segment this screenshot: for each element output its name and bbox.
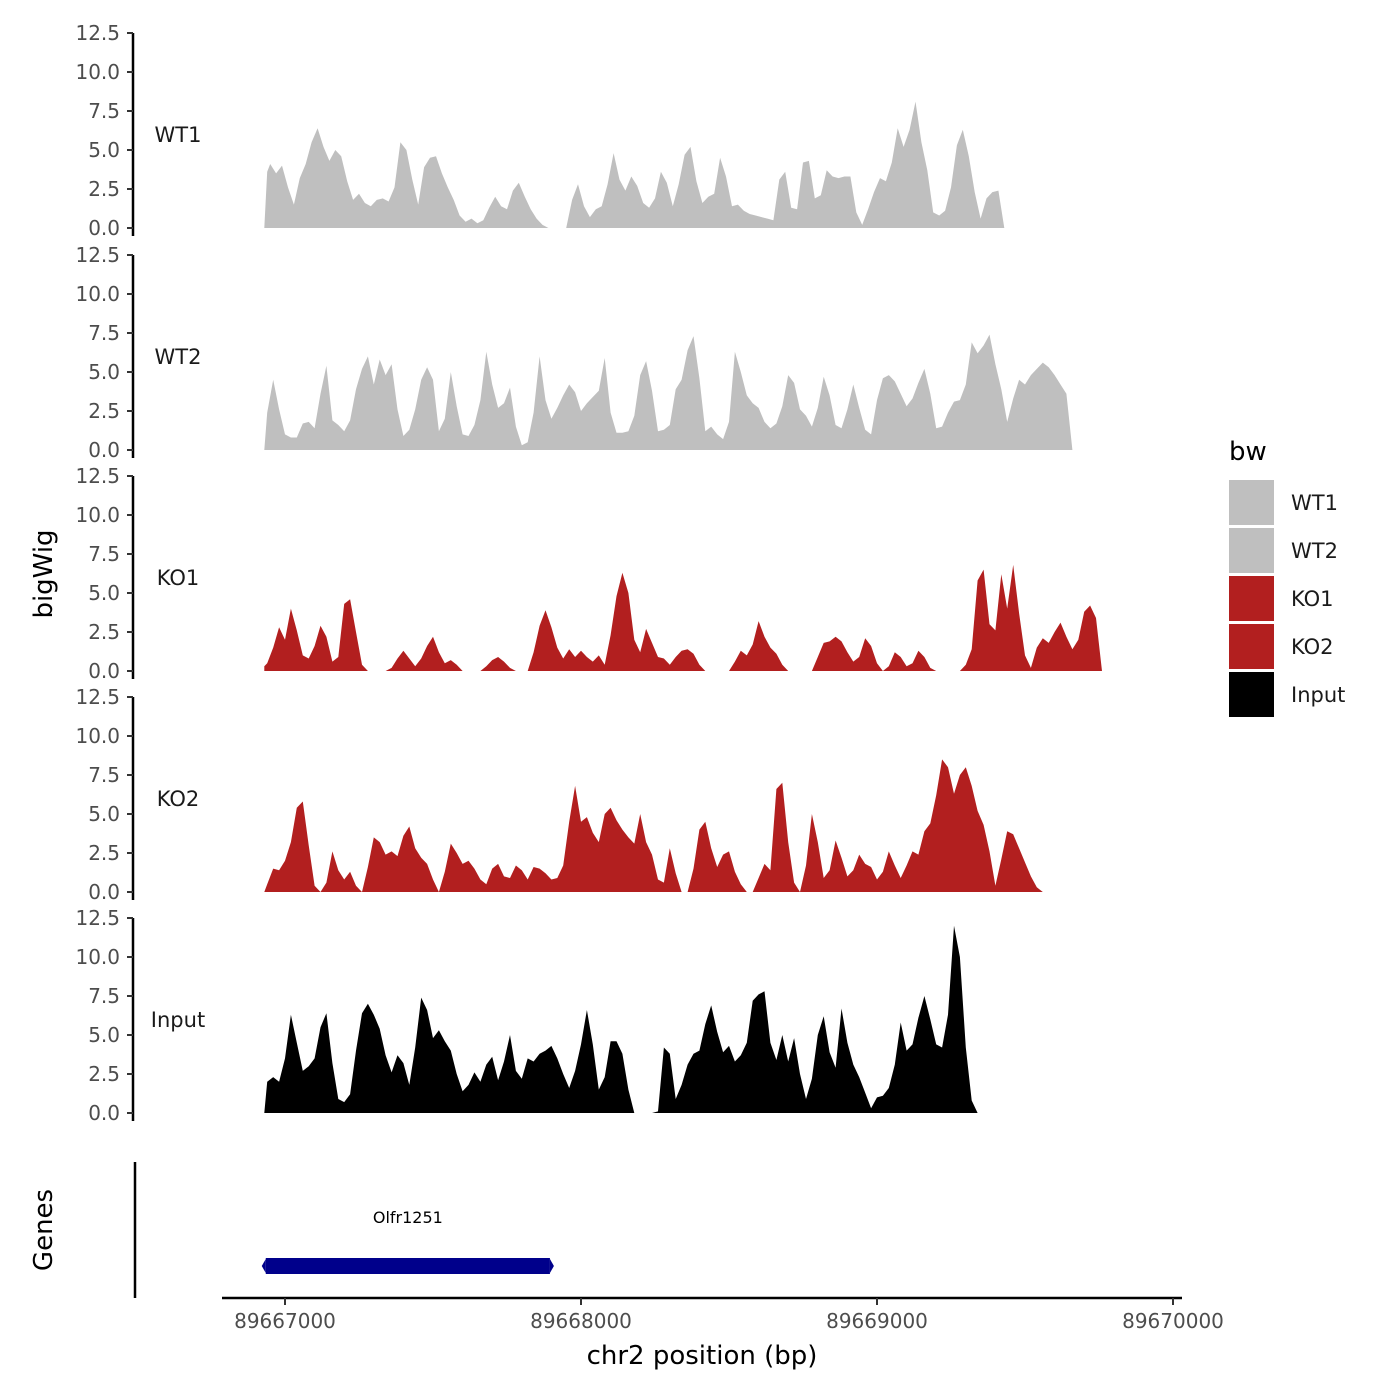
coverage-area-ko1 bbox=[264, 564, 1126, 671]
y-tick-label: 2.5 bbox=[88, 177, 120, 201]
y-tick-label: 7.5 bbox=[88, 321, 120, 345]
y-tick-label: 12.5 bbox=[75, 21, 120, 45]
legend-swatch-ko1 bbox=[1229, 576, 1274, 621]
y-tick-label: 7.5 bbox=[88, 984, 120, 1008]
track-ko1: 0.0 2.5 5.0 7.5 10.0 12.5 KO1 bbox=[75, 464, 1126, 683]
legend-label-ko2: KO2 bbox=[1291, 635, 1334, 659]
y-tick-label: 7.5 bbox=[88, 542, 120, 566]
track-wt1: 0.0 2.5 5.0 7.5 10.0 12.5 WT1 bbox=[75, 21, 1117, 240]
y-tick-label: 12.5 bbox=[75, 685, 120, 709]
track-input: 0.0 2.5 5.0 7.5 10.0 12.5 Input bbox=[75, 906, 1114, 1125]
coverage-area-wt2 bbox=[264, 334, 1129, 450]
y-tick-label: 0.0 bbox=[88, 659, 120, 683]
coverage-tracks: 0.0 2.5 5.0 7.5 10.0 12.5 WT1 0.0 2.5 5.0 7.5 10.0 1… bbox=[75, 21, 1129, 1125]
y-tick-label: 5.0 bbox=[88, 581, 120, 605]
y-tick-label: 10.0 bbox=[75, 945, 120, 969]
legend-swatch-input bbox=[1229, 672, 1274, 717]
gene-name-label: Olfr1251 bbox=[373, 1208, 443, 1227]
y-tick-label: 2.5 bbox=[88, 841, 120, 865]
y-tick-label: 5.0 bbox=[88, 802, 120, 826]
y-tick-label: 10.0 bbox=[75, 282, 120, 306]
coverage-area-ko2 bbox=[264, 759, 1108, 892]
y-tick-label: 12.5 bbox=[75, 243, 120, 267]
y-tick-label: 0.0 bbox=[88, 216, 120, 240]
track-ko2: 0.0 2.5 5.0 7.5 10.0 12.5 KO2 bbox=[75, 685, 1108, 904]
legend-swatch-ko2 bbox=[1229, 624, 1274, 669]
y-tick-label: 7.5 bbox=[88, 99, 120, 123]
track-label-wt2: WT2 bbox=[155, 345, 202, 369]
y-tick-label: 12.5 bbox=[75, 464, 120, 488]
gene-annotation-panel: Genes Olfr1251 bbox=[29, 1162, 554, 1298]
legend-title: bw bbox=[1229, 437, 1267, 467]
gene-body bbox=[265, 1258, 550, 1274]
y-tick-label: 0.0 bbox=[88, 438, 120, 462]
track-label-input: Input bbox=[151, 1008, 205, 1032]
track-label-ko1: KO1 bbox=[157, 566, 200, 590]
y-tick-label: 2.5 bbox=[88, 1062, 120, 1086]
y-tick-label: 5.0 bbox=[88, 138, 120, 162]
gene-strand-marker bbox=[261, 1259, 266, 1273]
genes-axis-title: Genes bbox=[29, 1189, 59, 1271]
y-tick-label: 12.5 bbox=[75, 906, 120, 930]
coverage-area-wt1 bbox=[264, 101, 1117, 228]
legend-label-input: Input bbox=[1291, 683, 1345, 707]
track-wt2: 0.0 2.5 5.0 7.5 10.0 12.5 WT2 bbox=[75, 243, 1129, 462]
y-tick-label: 2.5 bbox=[88, 399, 120, 423]
coverage-area-input bbox=[264, 925, 1114, 1113]
y-tick-label: 5.0 bbox=[88, 360, 120, 384]
gene-strand-marker bbox=[549, 1259, 554, 1273]
y-tick-label: 0.0 bbox=[88, 880, 120, 904]
y-tick-label: 10.0 bbox=[75, 503, 120, 527]
x-tick-label: 89669000 bbox=[826, 1309, 928, 1333]
x-tick-label: 89668000 bbox=[530, 1309, 632, 1333]
legend-swatch-wt1 bbox=[1229, 480, 1274, 525]
y-tick-label: 10.0 bbox=[75, 724, 120, 748]
y-tick-label: 2.5 bbox=[88, 620, 120, 644]
legend: bw WT1 WT2 KO1 KO2 Input bbox=[1229, 437, 1345, 717]
track-label-wt1: WT1 bbox=[155, 123, 202, 147]
x-axis-title: chr2 position (bp) bbox=[587, 1341, 818, 1371]
x-axis: chr2 position (bp) 89667000 89668000 89669… bbox=[222, 1296, 1224, 1371]
legend-label-wt2: WT2 bbox=[1291, 539, 1338, 563]
y-tick-label: 5.0 bbox=[88, 1023, 120, 1047]
track-label-ko2: KO2 bbox=[157, 787, 200, 811]
x-tick-label: 89670000 bbox=[1122, 1309, 1224, 1333]
legend-swatch-wt2 bbox=[1229, 528, 1274, 573]
x-tick-label: 89667000 bbox=[234, 1309, 336, 1333]
y-tick-label: 0.0 bbox=[88, 1101, 120, 1125]
y-tick-label: 10.0 bbox=[75, 60, 120, 84]
legend-label-wt1: WT1 bbox=[1291, 491, 1338, 515]
y-axis-title: bigWig bbox=[29, 529, 59, 618]
y-tick-label: 7.5 bbox=[88, 763, 120, 787]
legend-label-ko1: KO1 bbox=[1291, 587, 1334, 611]
